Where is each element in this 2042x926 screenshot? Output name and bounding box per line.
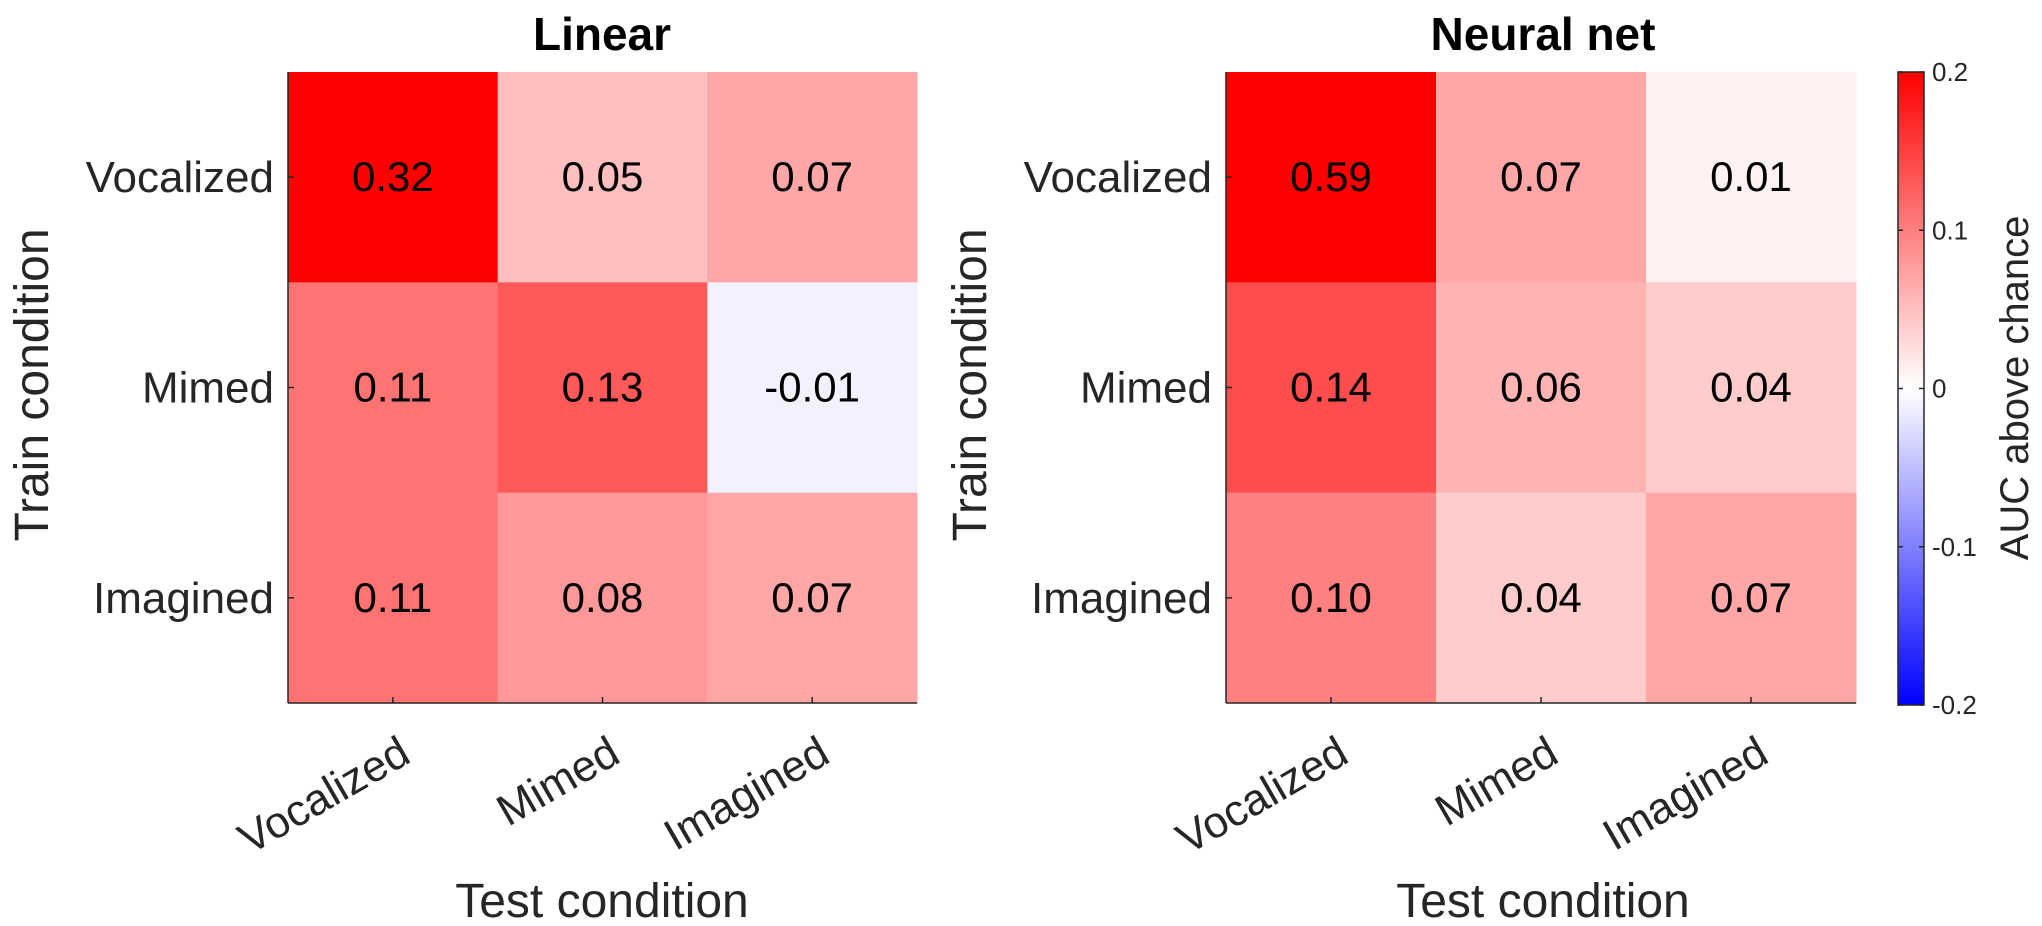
- panel-title: Linear: [533, 8, 671, 60]
- cell-value-label: 0.07: [1500, 153, 1582, 200]
- heatmap-cell: [1226, 282, 1437, 494]
- cell-value-label: 0.59: [1290, 153, 1372, 200]
- cell-value-label: 0.11: [354, 364, 433, 411]
- y-tick-label: Vocalized: [1024, 153, 1212, 202]
- heatmap-cell-labels: 0.32 0.05 0.07 0.11 0.13 -0.01 0.11 0.08 0.07: [352, 153, 860, 621]
- heatmap-cell-labels: 0.59 0.07 0.01 0.14 0.06 0.04 0.10 0.04 0.07: [1290, 153, 1792, 621]
- cell-value-label: 0.13: [562, 364, 644, 411]
- heatmap-cell: [1436, 492, 1647, 704]
- x-tick-label: Vocalized: [1168, 727, 1356, 864]
- heatmap-cell: [1646, 282, 1857, 494]
- x-tick-labels: Vocalized Mimed Imagined: [1168, 727, 1776, 864]
- cell-value-label: 0.14: [1290, 364, 1372, 411]
- axes-frame: [287, 72, 917, 704]
- x-tick-label: Imagined: [1595, 727, 1776, 860]
- colorbar-tick-label: 0.1: [1932, 215, 1968, 245]
- y-axis-label: Train condition: [6, 228, 59, 541]
- colorbar-tick-label: 0.2: [1932, 57, 1968, 87]
- cell-value-label: 0.08: [562, 574, 644, 621]
- x-axis-label: Test condition: [455, 875, 749, 926]
- heatmap-cell: [1646, 492, 1857, 704]
- cell-value-label: 0.07: [1710, 574, 1792, 621]
- y-tick-label: Vocalized: [86, 153, 274, 202]
- heatmap-cell: [497, 492, 708, 704]
- cell-value-label: 0.10: [1290, 574, 1372, 621]
- heatmap-cell: [288, 282, 499, 494]
- x-tick-label: Imagined: [656, 727, 837, 860]
- y-tick-labels: Vocalized Mimed Imagined: [1024, 153, 1212, 623]
- cell-value-label: 0.05: [562, 153, 644, 200]
- colorbar-tick-label: 0: [1932, 374, 1946, 404]
- y-tick-label: Mimed: [142, 364, 274, 413]
- heatmap-panel-neural-net: Neural net 0.59 0.07 0.010.14 0.06 0.040.10 0…: [944, 8, 1857, 926]
- heatmap-cell: [497, 72, 708, 283]
- cell-value-label: 0.04: [1710, 364, 1792, 411]
- heatmap-panel-linear: Linear 0.32 0.05 0.07 0.11 0.13 -0.01 0.11 0.08…: [6, 8, 918, 926]
- x-tick-label: Mimed: [489, 727, 628, 835]
- heatmap-cell: [707, 282, 918, 494]
- heatmap-cell: [707, 492, 918, 704]
- heatmap-cell: [707, 72, 918, 283]
- cell-value-label: 0.06: [1500, 364, 1582, 411]
- colorbar-tick-label: -0.2: [1932, 690, 1977, 720]
- cell-value-label: 0.04: [1500, 574, 1582, 621]
- heatmap-cell: [288, 72, 499, 283]
- y-tick-label: Imagined: [93, 574, 274, 623]
- y-tick-label: Imagined: [1031, 574, 1212, 623]
- heatmap-cell: [1436, 282, 1647, 494]
- y-axis-label: Train condition: [944, 228, 997, 541]
- cell-value-label: -0.01: [764, 364, 860, 411]
- heatmap-cells: [1226, 72, 1857, 704]
- colorbar: 0.2 0.1 0 -0.1 -0.2 AUC above chance: [1897, 57, 2037, 720]
- axes-frame: [1225, 72, 1856, 704]
- cell-value-label: 0.07: [771, 153, 853, 200]
- cell-value-label: 0.01: [1710, 153, 1792, 200]
- y-tick-label: Mimed: [1080, 364, 1212, 413]
- colorbar-ticks: 0.2 0.1 0 -0.1 -0.2: [1898, 57, 1977, 720]
- heatmap-cell: [1226, 72, 1437, 283]
- x-tick-label: Mimed: [1427, 727, 1566, 835]
- colorbar-label: AUC above chance: [1993, 216, 2037, 561]
- heatmap-cell: [497, 282, 708, 494]
- panel-title: Neural net: [1431, 8, 1656, 60]
- x-tick-label: Vocalized: [230, 727, 418, 864]
- heatmap-cell: [1646, 72, 1857, 283]
- x-axis-label: Test condition: [1396, 875, 1690, 926]
- cell-value-label: 0.32: [352, 153, 434, 200]
- colorbar-tick-label: -0.1: [1932, 532, 1977, 562]
- heatmap-cell: [288, 492, 499, 704]
- heatmap-cell: [1436, 72, 1647, 283]
- heatmap-cells: [288, 72, 918, 704]
- heatmap-cell: [1226, 492, 1437, 704]
- x-tick-labels: Vocalized Mimed Imagined: [230, 727, 837, 864]
- cell-value-label: 0.11: [354, 574, 433, 621]
- y-tick-labels: Vocalized Mimed Imagined: [86, 153, 274, 623]
- cell-value-label: 0.07: [771, 574, 853, 621]
